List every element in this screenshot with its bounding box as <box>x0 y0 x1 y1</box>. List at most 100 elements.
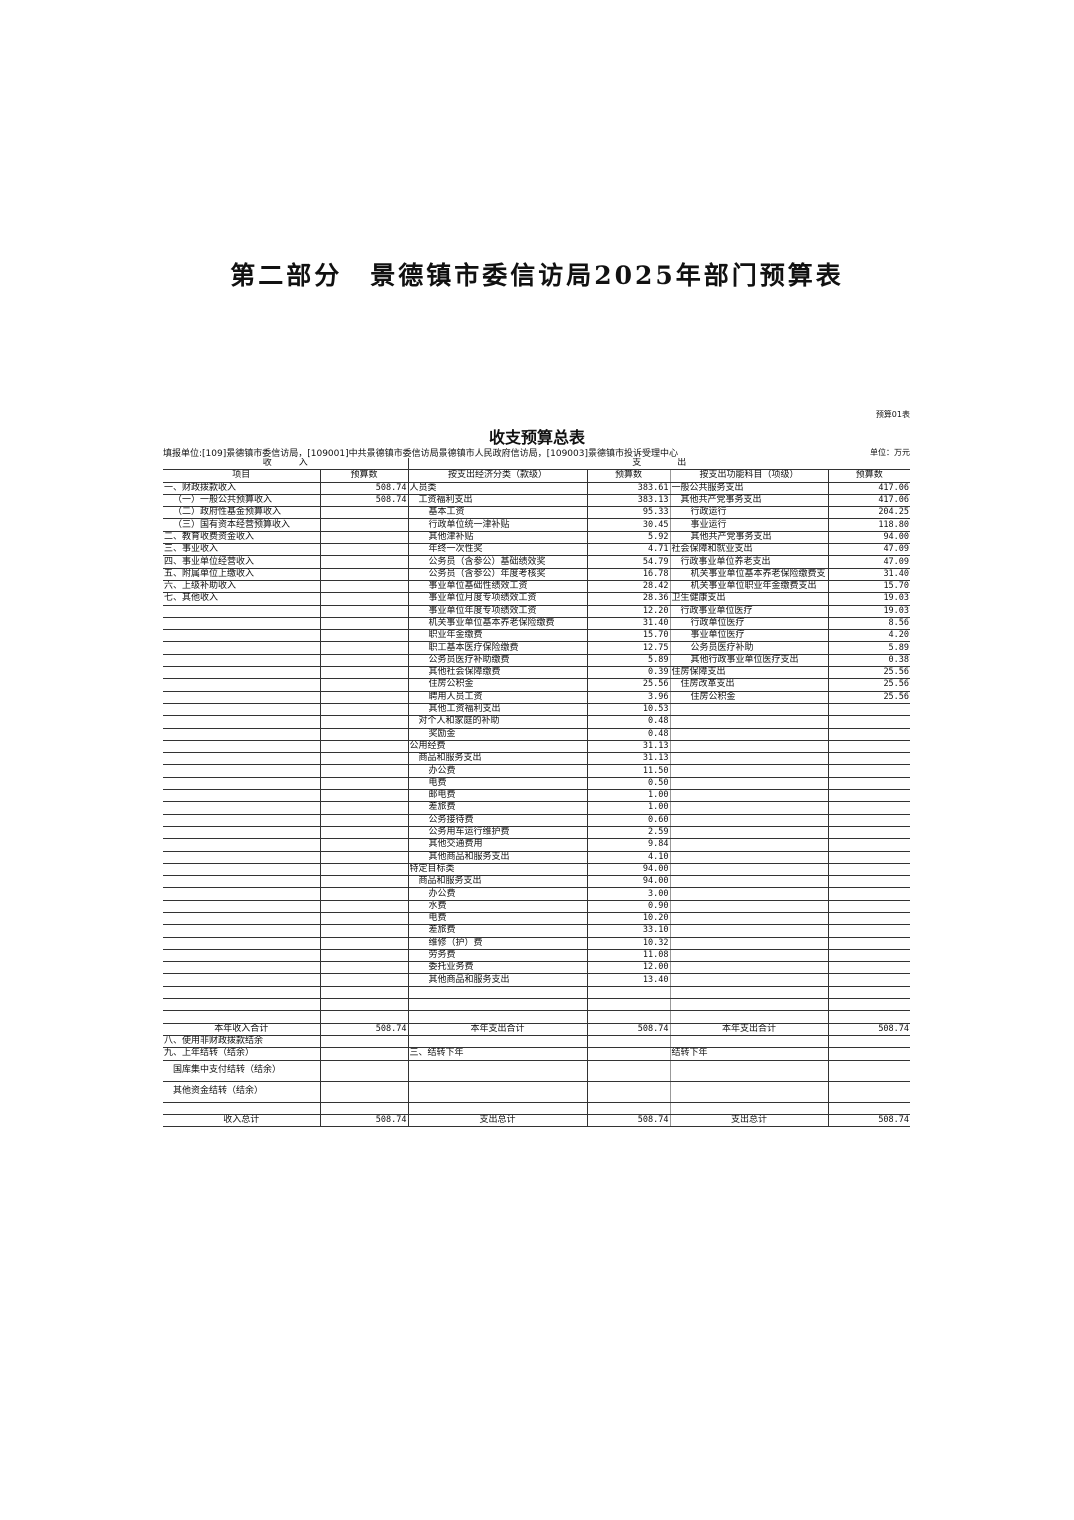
col-header: 预算数 <box>319 469 409 483</box>
functional-item <box>669 801 829 815</box>
income-amount <box>319 949 409 963</box>
economic-item: 公务员医疗补助缴费 <box>407 654 588 668</box>
income-item <box>163 777 320 791</box>
economic-amount: 33.10 <box>586 924 671 938</box>
economic-item: 三、结转下年 <box>407 1047 588 1061</box>
income-item <box>163 740 320 754</box>
economic-item: 对个人和家庭的补助 <box>407 715 588 729</box>
economic-amount: 10.32 <box>586 937 671 950</box>
income-amount <box>319 875 409 889</box>
economic-item: 其他工资福利支出 <box>407 703 588 717</box>
table-row: 邮电费 1.00 <box>163 789 911 803</box>
table-row: 职工基本医疗保险缴费 12.75 公务员医疗补助 5.89 <box>163 641 911 655</box>
functional-amount <box>827 973 911 987</box>
summary-row <box>163 1102 911 1115</box>
functional-amount <box>827 863 911 877</box>
functional-item <box>669 826 829 840</box>
economic-item: 职业年金缴费 <box>407 629 588 643</box>
table-row: 劳务费 11.08 <box>163 949 911 963</box>
economic-item: 办公费 <box>407 887 588 901</box>
income-amount <box>319 961 409 975</box>
economic-amount <box>586 1047 671 1061</box>
income-item <box>163 764 320 778</box>
economic-item: 行政单位统一津补贴 <box>407 518 588 532</box>
economic-item: 基本工资 <box>407 506 588 520</box>
functional-amount <box>827 887 911 901</box>
economic-amount: 31.40 <box>586 617 671 631</box>
economic-item: 本年支出合计 <box>407 1023 588 1036</box>
income-amount <box>319 973 409 987</box>
income-item <box>163 986 320 1000</box>
table-row: 委托业务费 12.00 <box>163 961 911 975</box>
income-item: 八、使用非财政拨款结余 <box>163 1035 320 1049</box>
functional-amount: 417.06 <box>827 482 911 495</box>
income-item: 收入总计 <box>163 1114 320 1128</box>
functional-amount <box>827 1010 911 1024</box>
functional-amount: 94.00 <box>827 531 911 545</box>
economic-amount: 3.00 <box>586 887 671 901</box>
economic-amount: 383.13 <box>586 494 671 508</box>
economic-amount: 11.08 <box>586 949 671 963</box>
income-item <box>163 678 320 692</box>
economic-amount: 25.56 <box>586 678 671 692</box>
income-item: 六、上级补助收入 <box>163 580 320 594</box>
income-amount: 508.74 <box>319 482 409 495</box>
functional-amount <box>827 937 911 950</box>
income-item: （三）国有资本经营预算收入 <box>163 518 320 532</box>
functional-amount: 508.74 <box>827 1114 911 1128</box>
economic-item: 其他商品和服务支出 <box>407 851 588 864</box>
economic-item: 公务员（含参公）年度考核奖 <box>407 568 588 581</box>
economic-item <box>407 1035 588 1049</box>
income-item: 七、其他收入 <box>163 592 320 606</box>
income-amount <box>319 900 409 913</box>
economic-amount: 94.00 <box>586 863 671 877</box>
economic-amount: 0.39 <box>586 666 671 680</box>
income-amount <box>319 715 409 729</box>
income-amount <box>319 912 409 926</box>
income-amount <box>319 998 409 1012</box>
income-amount <box>319 937 409 950</box>
economic-item <box>407 1010 588 1024</box>
functional-item <box>669 777 829 791</box>
header-income: 收 入 <box>163 458 409 471</box>
table-row: 事业单位年度专项绩效工资 12.20 行政事业单位医疗 19.03 <box>163 605 911 618</box>
income-item <box>163 666 320 680</box>
table-row: 商品和服务支出 94.00 <box>163 875 911 889</box>
economic-amount: 4.10 <box>586 851 671 864</box>
functional-amount <box>827 703 911 717</box>
income-amount <box>319 1010 409 1024</box>
economic-amount: 16.78 <box>586 568 671 581</box>
functional-item: 本年支出合计 <box>669 1023 829 1036</box>
table-row: 其他交通费用 9.84 <box>163 838 911 852</box>
summary-row: 收入总计 508.74 支出总计 508.74 支出总计 508.74 <box>163 1114 911 1128</box>
economic-amount: 0.48 <box>586 728 671 741</box>
functional-item <box>669 1060 829 1082</box>
functional-amount: 19.03 <box>827 605 911 618</box>
functional-amount <box>827 986 911 1000</box>
income-item <box>163 851 320 864</box>
functional-amount <box>827 826 911 840</box>
income-item <box>163 838 320 852</box>
economic-item <box>407 1102 588 1115</box>
income-amount <box>319 740 409 754</box>
functional-amount <box>827 961 911 975</box>
economic-amount: 28.36 <box>586 592 671 606</box>
income-amount <box>319 1102 409 1115</box>
economic-amount: 54.79 <box>586 555 671 569</box>
table-row: 四、事业单位经营收入 公务员（含参公）基础绩效奖 54.79 行政事业单位养老支出 47… <box>163 555 911 569</box>
table-row: 维修（护）费 10.32 <box>163 937 911 950</box>
economic-item: 公务员（含参公）基础绩效奖 <box>407 555 588 569</box>
table-row: 公务用车运行维护费 2.59 <box>163 826 911 840</box>
economic-item: 商品和服务支出 <box>407 875 588 889</box>
income-amount <box>319 592 409 606</box>
table-row: 差旅费 1.00 <box>163 801 911 815</box>
functional-item: 其他共产党事务支出 <box>669 531 829 545</box>
income-item: 五、附属单位上缴收入 <box>163 568 320 581</box>
page-title: 第二部分 景德镇市委信访局2025年部门预算表 <box>230 261 844 290</box>
functional-amount <box>827 900 911 913</box>
income-amount: 508.74 <box>319 1114 409 1128</box>
income-item <box>163 801 320 815</box>
functional-amount: 19.03 <box>827 592 911 606</box>
col-header: 按支出经济分类（款级） <box>407 469 588 483</box>
